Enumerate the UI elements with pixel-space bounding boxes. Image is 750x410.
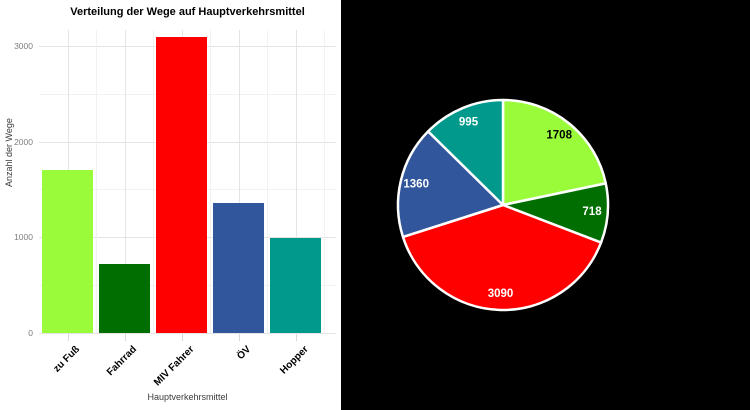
y-tick-label-3000: 3000 [14, 40, 33, 51]
gridline-minor-v [210, 30, 211, 333]
bar-chart-panel: Verteilung der Wege auf Hauptverkehrsmit… [0, 0, 341, 410]
pie-slice-value-label: 995 [459, 117, 479, 129]
bar-chart-plot-area [39, 30, 336, 334]
x-axis-tick [181, 334, 183, 341]
x-tick-label-miv-fahrer: MIV Fahrer [151, 344, 197, 389]
gridline-major-v [124, 30, 126, 333]
y-tick-label-0: 0 [28, 328, 33, 338]
pie-slice-value-label: 718 [582, 206, 602, 218]
gridline-major-v [295, 30, 297, 333]
x-axis-tick [67, 334, 69, 341]
bar-miv-fahrer [156, 37, 207, 333]
pie-chart: 1708 718 3090 1360 995 [396, 98, 610, 312]
gridline-minor-v [267, 30, 268, 333]
pie-chart-panel: 1708 718 3090 1360 995 [341, 0, 750, 410]
bar-v [213, 202, 264, 333]
pie-slice-995 [426, 98, 505, 207]
pie-slice-value-label: 1360 [403, 178, 429, 190]
pie-slice-3090 [401, 203, 603, 312]
x-axis-title: Hauptverkehrsmittel [147, 392, 228, 402]
y-tick-label-2000: 2000 [14, 136, 33, 147]
pie-slice-1708 [501, 98, 607, 207]
x-tick-label-zu-fu: zu Fuß [51, 344, 83, 375]
pie-slice-value-label: 3090 [488, 288, 514, 300]
pie-slice-1360 [396, 130, 505, 239]
bar-fahrrad [99, 264, 150, 333]
x-tick-label-fahrrad: Fahrrad [105, 344, 140, 379]
gridline-minor-v [96, 30, 97, 333]
y-tick-label-1000: 1000 [14, 232, 33, 243]
x-axis-tick [295, 334, 297, 341]
gridline-major-v [238, 30, 240, 333]
x-tick-label-hopper: Hopper [277, 344, 311, 377]
x-axis-tick [238, 334, 240, 341]
x-tick-label-v: ÖV [235, 344, 254, 362]
bar-hopper [270, 237, 321, 333]
bar-chart-title: Verteilung der Wege auf Hauptverkehrsmit… [70, 6, 305, 18]
x-axis-tick [124, 334, 126, 341]
bar-zu-fu [42, 169, 93, 333]
pie-slice-value-label: 1708 [546, 130, 572, 142]
gridline-minor-v [153, 30, 154, 333]
gridline-major-h [39, 333, 336, 334]
gridline-minor-v [324, 30, 325, 333]
